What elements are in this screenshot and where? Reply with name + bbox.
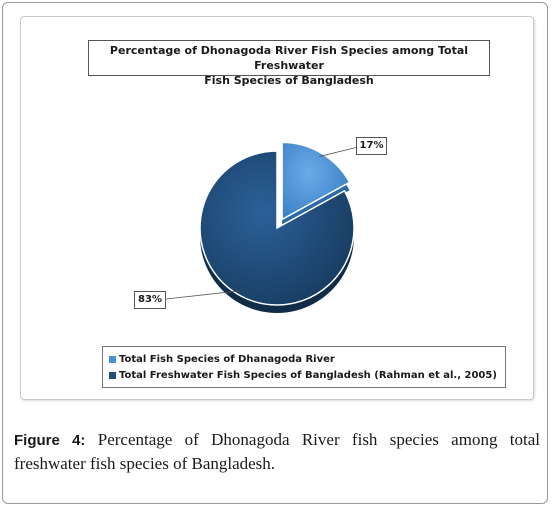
legend-swatch-light-blue [109,355,116,363]
data-label-slice-0: 17% [356,137,387,155]
chart-legend: Total Fish Species of Dhanagoda River To… [102,346,506,388]
legend-label: Total Freshwater Fish Species of Banglad… [119,369,497,381]
legend-item-bangladesh: Total Freshwater Fish Species of Banglad… [109,367,505,383]
chart-title: Percentage of Dhonagoda River Fish Speci… [88,40,490,87]
caption-text: Percentage of Dhonagoda River fish speci… [14,430,540,473]
legend-label: Total Fish Species of Dhanagoda River [119,353,335,365]
pie-slice-0 [281,141,351,221]
pie-leaders [165,146,359,300]
pie-slices [199,141,355,313]
leader-line-1 [165,290,240,300]
leader-line-0 [319,146,359,157]
figure-caption: Figure 4: Percentage of Dhonagoda River … [14,428,540,475]
chart-title-line-2: Fish Species of Bangladesh [204,74,374,87]
pie-slice-1 [199,150,355,306]
legend-swatch-dark-blue [109,371,116,379]
figure-label: Figure 4: [14,432,86,449]
data-label-slice-1: 83% [134,291,166,309]
chart-title-line-1: Percentage of Dhonagoda River Fish Speci… [109,44,469,72]
legend-item-dhanagoda: Total Fish Species of Dhanagoda River [109,351,505,367]
